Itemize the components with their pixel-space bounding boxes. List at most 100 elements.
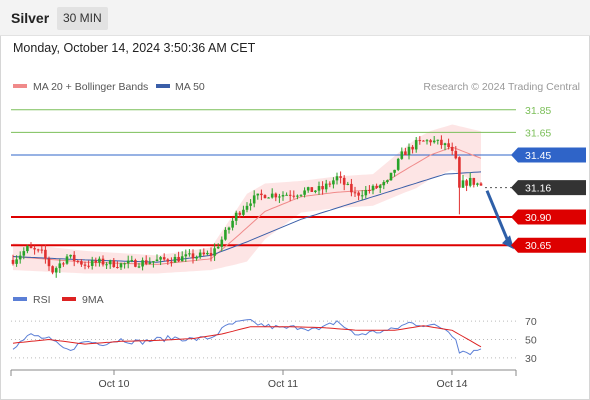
candle-body	[386, 180, 389, 183]
candle-body	[54, 268, 58, 273]
forecast-arrow-head	[502, 235, 514, 250]
candle-body	[360, 195, 364, 197]
candle-body	[166, 259, 170, 262]
candle-body	[357, 192, 360, 196]
candle-body	[191, 253, 195, 259]
candle-body	[216, 246, 220, 249]
level-label-31-85: 31.85	[525, 105, 551, 117]
time-axis: Oct 10 Oct 11 Oct 14	[10, 369, 517, 390]
level-label-31-16: 31.16	[525, 183, 551, 195]
candle-body	[335, 176, 339, 181]
candle-body	[112, 260, 116, 268]
rsi-legend-label: RSI	[33, 294, 51, 306]
candle-body	[321, 186, 324, 190]
rsi-legend-swatch	[13, 297, 27, 301]
candle-body	[72, 254, 76, 261]
candle-body	[76, 260, 80, 262]
candle-body	[51, 266, 54, 273]
candle-body	[314, 190, 317, 192]
rsi-legend: RSI 9MA	[13, 294, 104, 306]
candle-body	[400, 151, 404, 159]
candle-body	[44, 249, 47, 259]
candle-body	[220, 239, 224, 247]
candle-body	[180, 256, 184, 262]
ma20-legend-label: MA 20 + Bollinger Bands	[33, 81, 148, 93]
candle-body	[209, 252, 213, 256]
price-levels	[11, 109, 516, 247]
candle-body	[371, 185, 375, 191]
candle-body	[404, 151, 407, 156]
candle-body	[332, 180, 335, 185]
candle-body	[36, 249, 40, 251]
level-tag-31-16	[511, 180, 586, 196]
candle-body	[353, 192, 357, 194]
candle-body	[350, 183, 353, 193]
candle-body	[303, 190, 306, 195]
level-tag-30-90	[511, 209, 586, 225]
candle-body	[389, 172, 393, 181]
candle-body	[83, 264, 87, 266]
copyright-label: Research © 2024 Trading Central	[423, 81, 580, 93]
candle-body	[231, 220, 234, 228]
candle-body	[364, 189, 368, 196]
candle-body	[393, 169, 396, 173]
candle-body	[407, 146, 411, 156]
candle-body	[245, 205, 249, 210]
candle-body	[126, 260, 130, 264]
candle-body	[267, 197, 270, 199]
candle-body	[256, 193, 260, 196]
candle-body	[152, 261, 155, 263]
candle-body	[285, 194, 288, 196]
candle-body	[65, 256, 69, 264]
candle-body	[411, 146, 414, 150]
candle-body	[162, 257, 166, 260]
main-legend: MA 20 + Bollinger Bands MA 50 Research ©…	[13, 81, 580, 93]
candle-body	[296, 195, 299, 197]
candle-body	[249, 203, 252, 206]
candle-body	[461, 180, 465, 188]
candle-body	[170, 261, 173, 263]
candle-body	[80, 261, 83, 265]
candle-body	[454, 150, 458, 159]
candle-body	[436, 139, 440, 141]
candle-body	[18, 255, 22, 260]
candle-body	[33, 248, 36, 250]
candle-body	[195, 256, 198, 259]
candle-body	[346, 183, 350, 185]
rsi-line	[12, 318, 482, 356]
candle-body	[234, 212, 238, 221]
candlesticks	[11, 135, 483, 278]
candle-body	[105, 264, 108, 266]
candle-body	[202, 252, 206, 255]
candle-body	[299, 194, 303, 196]
candle-body	[368, 189, 371, 191]
candle-body	[278, 196, 281, 198]
candle-body	[94, 260, 98, 263]
timeframe-badge[interactable]: 30 MIN	[57, 7, 108, 30]
candle-body	[26, 246, 29, 252]
instrument-title: Silver	[11, 10, 50, 26]
level-label-31-65: 31.65	[525, 127, 551, 139]
rsi-tick-30: 30	[525, 353, 537, 365]
bollinger-band-area	[13, 124, 481, 274]
x-label-oct-10: Oct 10	[99, 378, 130, 390]
candle-body	[141, 260, 144, 267]
candle-body	[422, 140, 425, 142]
candle-body	[137, 266, 141, 268]
candle-body	[458, 157, 461, 188]
datetime-label: Monday, October 14, 2024 3:50:36 AM CET	[13, 41, 256, 55]
candle-body	[90, 260, 94, 266]
candle-body	[414, 140, 418, 150]
chart-header: Silver 30 MIN	[0, 0, 590, 36]
candle-body	[224, 229, 227, 240]
candle-body	[47, 258, 51, 267]
candle-body	[260, 193, 263, 196]
candle-body	[155, 259, 159, 262]
candle-body	[476, 183, 479, 185]
candle-body	[58, 263, 62, 269]
forecast-arrow-shaft	[485, 190, 510, 242]
candle-body	[242, 209, 245, 215]
candle-body	[87, 265, 90, 267]
candle-body	[173, 256, 177, 263]
candle-body	[468, 177, 472, 186]
